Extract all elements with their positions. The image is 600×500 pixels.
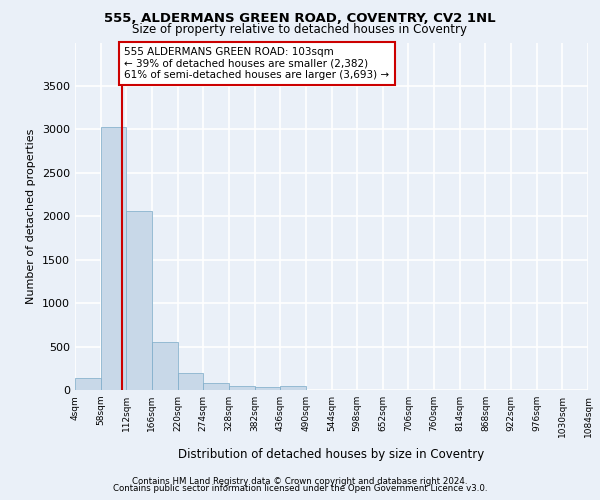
Text: Contains HM Land Registry data © Crown copyright and database right 2024.: Contains HM Land Registry data © Crown c… [132, 477, 468, 486]
Bar [178, 373, 203, 390]
Bar [229, 386, 254, 390]
Bar [203, 384, 229, 390]
Bar [127, 211, 152, 390]
Text: Size of property relative to detached houses in Coventry: Size of property relative to detached ho… [133, 22, 467, 36]
Bar [75, 378, 101, 390]
Bar [280, 386, 306, 390]
X-axis label: Distribution of detached houses by size in Coventry: Distribution of detached houses by size … [178, 448, 485, 461]
Bar [101, 127, 127, 390]
Text: 555, ALDERMANS GREEN ROAD, COVENTRY, CV2 1NL: 555, ALDERMANS GREEN ROAD, COVENTRY, CV2… [104, 12, 496, 26]
Text: Contains public sector information licensed under the Open Government Licence v3: Contains public sector information licen… [113, 484, 487, 493]
Bar [254, 387, 280, 390]
Y-axis label: Number of detached properties: Number of detached properties [26, 128, 37, 304]
Bar [152, 342, 178, 390]
Text: 555 ALDERMANS GREEN ROAD: 103sqm
← 39% of detached houses are smaller (2,382)
61: 555 ALDERMANS GREEN ROAD: 103sqm ← 39% o… [124, 47, 389, 80]
